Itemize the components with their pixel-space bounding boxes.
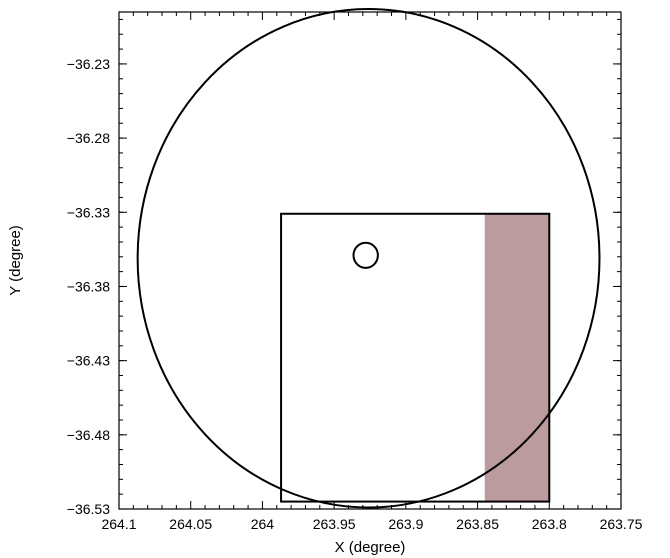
y-tick-label: −36.48 <box>67 427 110 443</box>
y-tick-label: −36.43 <box>67 353 110 369</box>
plot-frame <box>118 11 622 510</box>
x-axis-title: X (degree) <box>335 539 406 556</box>
x-tick-label: 264.1 <box>101 516 136 532</box>
y-tick-label: −36.33 <box>67 204 110 220</box>
y-axis-title: Y (degree) <box>7 225 24 296</box>
x-tick-label: 264.05 <box>169 516 212 532</box>
x-tick-label: 263.95 <box>313 516 356 532</box>
shaded-strip <box>484 213 550 502</box>
x-tick-label: 264 <box>251 516 275 532</box>
ticks-layer: 264.1 264.05 264 263.95 263.9 263.85 263.8 263.… <box>67 12 643 532</box>
x-tick-label: 263.9 <box>388 516 423 532</box>
large-circle <box>136 8 601 509</box>
shapes-layer <box>136 8 601 509</box>
x-tick-label: 263.75 <box>600 516 643 532</box>
y-tick-label: −36.28 <box>67 130 110 146</box>
small-circle <box>352 241 379 269</box>
y-tick-label: −36.38 <box>67 278 110 294</box>
x-tick-label: 263.85 <box>456 516 499 532</box>
y-tick-label: −36.53 <box>67 501 110 517</box>
y-tick-label: −36.23 <box>67 56 110 72</box>
x-tick-label: 263.8 <box>532 516 567 532</box>
